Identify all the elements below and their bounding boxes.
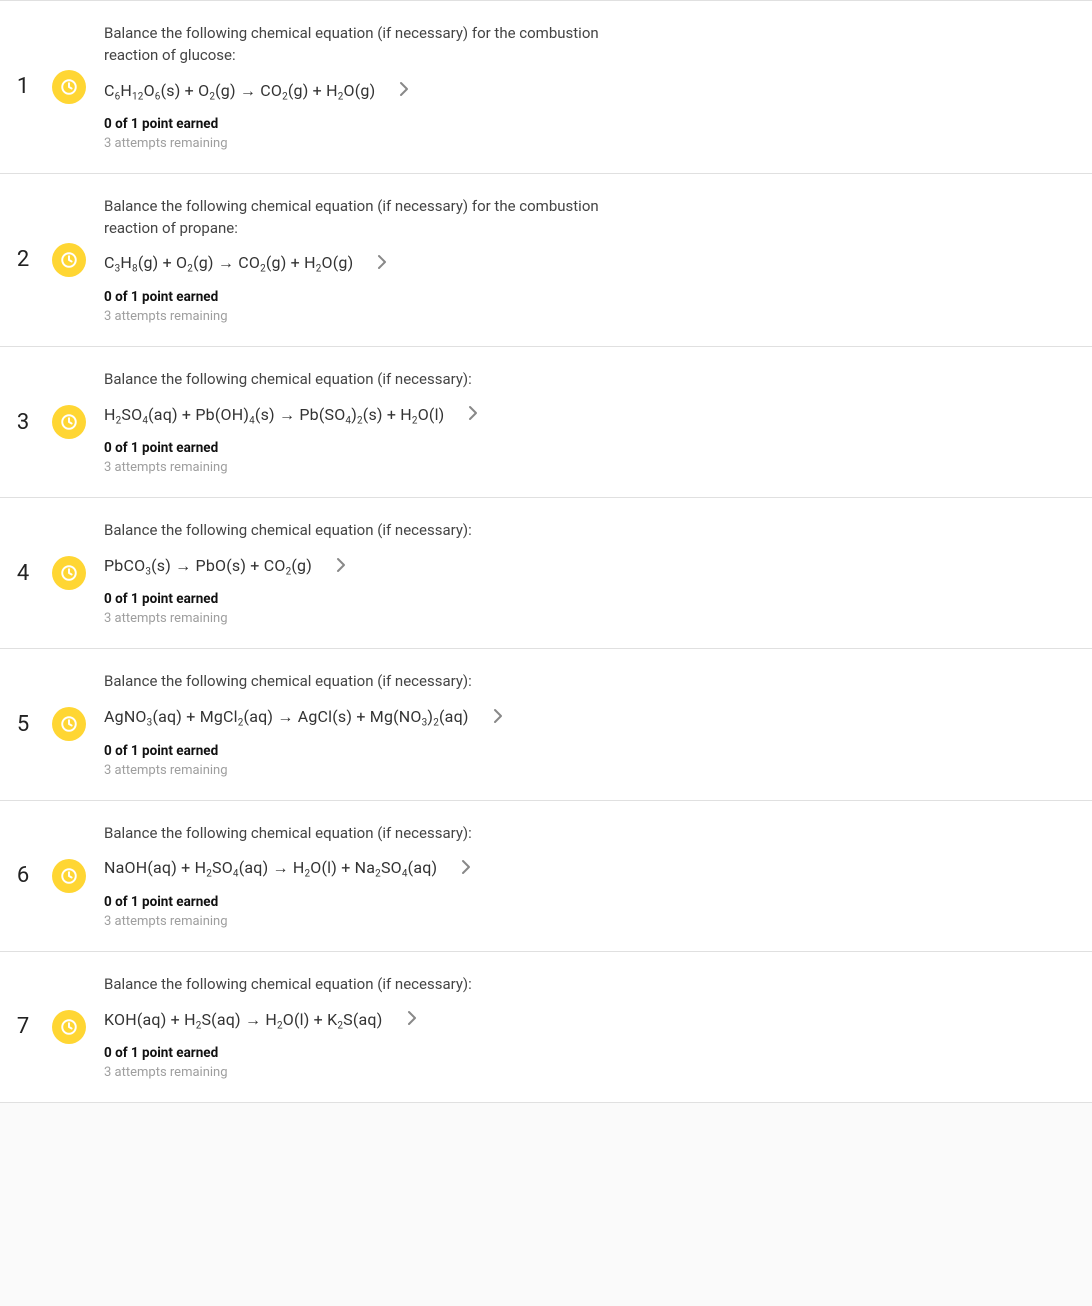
points-earned: 0 of 1 point earned — [104, 743, 1076, 759]
chevron-right-icon[interactable] — [399, 81, 409, 101]
question-prompt: Balance the following chemical equation … — [104, 23, 624, 67]
question-prompt: Balance the following chemical equation … — [104, 369, 624, 391]
equation-row: NaOH(aq) + H2SO4(aq) → H2O(l) + Na2SO4(a… — [104, 858, 1076, 879]
chevron-right-icon[interactable] — [493, 708, 503, 728]
question-body: Balance the following chemical equation … — [104, 196, 1076, 324]
question-row[interactable]: 2 Balance the following chemical equation… — [0, 173, 1092, 347]
question-row[interactable]: 7 Balance the following chemical equation… — [0, 951, 1092, 1103]
status-badge-pending — [52, 243, 86, 277]
question-prompt: Balance the following chemical equation … — [104, 520, 624, 542]
question-row[interactable]: 4 Balance the following chemical equation… — [0, 497, 1092, 649]
clock-icon — [60, 1018, 78, 1036]
chevron-right-icon[interactable] — [407, 1010, 417, 1030]
points-earned: 0 of 1 point earned — [104, 894, 1076, 910]
chemical-equation: C3H8(g) + O2(g) → CO2(g) + H2O(g) — [104, 253, 353, 274]
equation-row: C6H12O6(s) + O2(g) → CO2(g) + H2O(g) — [104, 81, 1076, 102]
question-list: 1 Balance the following chemical equation… — [0, 0, 1092, 1103]
question-number: 3 — [12, 410, 34, 435]
equation-row: PbCO3(s) → PbO(s) + CO2(g) — [104, 556, 1076, 577]
question-number: 5 — [12, 712, 34, 737]
question-row[interactable]: 5 Balance the following chemical equation… — [0, 648, 1092, 800]
question-row[interactable]: 1 Balance the following chemical equation… — [0, 0, 1092, 174]
status-badge-pending — [52, 405, 86, 439]
attempts-remaining: 3 attempts remaining — [104, 136, 1076, 151]
attempts-remaining: 3 attempts remaining — [104, 611, 1076, 626]
question-number: 7 — [12, 1014, 34, 1039]
chevron-right-icon[interactable] — [336, 557, 346, 577]
question-prompt: Balance the following chemical equation … — [104, 823, 624, 845]
points-earned: 0 of 1 point earned — [104, 440, 1076, 456]
chemical-equation: H2SO4(aq) + Pb(OH)4(s) → Pb(SO4)2(s) + H… — [104, 405, 444, 426]
attempts-remaining: 3 attempts remaining — [104, 763, 1076, 778]
points-earned: 0 of 1 point earned — [104, 1045, 1076, 1061]
points-earned: 0 of 1 point earned — [104, 289, 1076, 305]
chevron-right-icon[interactable] — [461, 859, 471, 879]
question-body: Balance the following chemical equation … — [104, 974, 1076, 1080]
question-row[interactable]: 6 Balance the following chemical equation… — [0, 800, 1092, 952]
question-prompt: Balance the following chemical equation … — [104, 974, 624, 996]
attempts-remaining: 3 attempts remaining — [104, 914, 1076, 929]
attempts-remaining: 3 attempts remaining — [104, 460, 1076, 475]
clock-icon — [60, 78, 78, 96]
question-prompt: Balance the following chemical equation … — [104, 671, 624, 693]
equation-row: KOH(aq) + H2S(aq) → H2O(l) + K2S(aq) — [104, 1010, 1076, 1031]
points-earned: 0 of 1 point earned — [104, 116, 1076, 132]
attempts-remaining: 3 attempts remaining — [104, 309, 1076, 324]
equation-row: H2SO4(aq) + Pb(OH)4(s) → Pb(SO4)2(s) + H… — [104, 405, 1076, 426]
chemical-equation: C6H12O6(s) + O2(g) → CO2(g) + H2O(g) — [104, 81, 375, 102]
question-body: Balance the following chemical equation … — [104, 23, 1076, 151]
question-body: Balance the following chemical equation … — [104, 823, 1076, 929]
status-badge-pending — [52, 1010, 86, 1044]
clock-icon — [60, 564, 78, 582]
chevron-right-icon[interactable] — [377, 254, 387, 274]
chemical-equation: KOH(aq) + H2S(aq) → H2O(l) + K2S(aq) — [104, 1010, 383, 1031]
question-body: Balance the following chemical equation … — [104, 369, 1076, 475]
question-number: 1 — [12, 74, 34, 99]
status-badge-pending — [52, 556, 86, 590]
question-body: Balance the following chemical equation … — [104, 520, 1076, 626]
equation-row: C3H8(g) + O2(g) → CO2(g) + H2O(g) — [104, 253, 1076, 274]
question-body: Balance the following chemical equation … — [104, 671, 1076, 777]
clock-icon — [60, 251, 78, 269]
points-earned: 0 of 1 point earned — [104, 591, 1076, 607]
clock-icon — [60, 867, 78, 885]
question-number: 6 — [12, 863, 34, 888]
question-prompt: Balance the following chemical equation … — [104, 196, 624, 240]
chemical-equation: PbCO3(s) → PbO(s) + CO2(g) — [104, 556, 312, 577]
status-badge-pending — [52, 70, 86, 104]
equation-row: AgNO3(aq) + MgCl2(aq) → AgCl(s) + Mg(NO3… — [104, 707, 1076, 728]
question-number: 2 — [12, 247, 34, 272]
status-badge-pending — [52, 707, 86, 741]
clock-icon — [60, 715, 78, 733]
chemical-equation: NaOH(aq) + H2SO4(aq) → H2O(l) + Na2SO4(a… — [104, 858, 437, 879]
status-badge-pending — [52, 859, 86, 893]
attempts-remaining: 3 attempts remaining — [104, 1065, 1076, 1080]
question-number: 4 — [12, 561, 34, 586]
chevron-right-icon[interactable] — [468, 405, 478, 425]
chemical-equation: AgNO3(aq) + MgCl2(aq) → AgCl(s) + Mg(NO3… — [104, 707, 469, 728]
question-row[interactable]: 3 Balance the following chemical equation… — [0, 346, 1092, 498]
clock-icon — [60, 413, 78, 431]
